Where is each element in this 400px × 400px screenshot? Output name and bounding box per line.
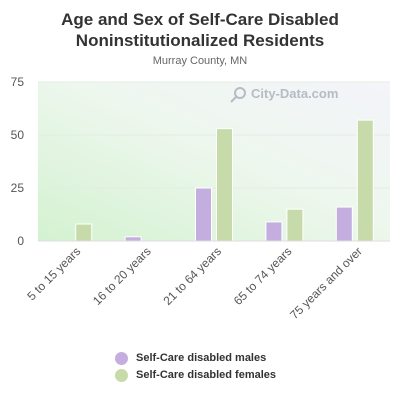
plot-area xyxy=(38,82,390,241)
x-tick-label: 75 years and over xyxy=(287,244,365,322)
x-tick-label: 5 to 15 years xyxy=(24,244,83,303)
legend-swatch-males xyxy=(115,351,128,365)
y-axis: 0 25 50 75 xyxy=(11,75,25,248)
y-tick-label: 75 xyxy=(11,75,25,89)
x-tick-label: 21 to 64 years xyxy=(160,244,224,308)
bar-males xyxy=(265,221,283,242)
chart-title-line-2: Noninstitutionalized Residents xyxy=(75,31,325,50)
legend: Self-Care disabled males Self-Care disab… xyxy=(115,350,276,384)
bar-females xyxy=(75,223,93,242)
x-tick-label: 65 to 74 years xyxy=(231,244,295,308)
x-axis: 5 to 15 years 16 to 20 years 21 to 64 year… xyxy=(24,244,365,322)
bar-males xyxy=(335,206,353,242)
chart-subtitle: Murray County, MN xyxy=(152,55,248,67)
chart-title-line-1: Age and Sex of Self-Care Disabled xyxy=(61,10,339,29)
watermark: City-Data.com xyxy=(230,86,338,103)
gridlines xyxy=(38,81,390,189)
y-tick-label: 0 xyxy=(17,234,24,248)
legend-item-males: Self-Care disabled males xyxy=(115,350,276,366)
chart-title: Age and Sex of Self-Care Disabled Nonins… xyxy=(0,9,400,51)
legend-item-females: Self-Care disabled females xyxy=(115,367,276,383)
watermark-text: City-Data.com xyxy=(251,86,338,101)
bars xyxy=(75,119,374,242)
legend-swatch-females xyxy=(115,368,128,382)
x-tick-label: 16 to 20 years xyxy=(90,244,154,308)
bar-females xyxy=(216,128,233,242)
bar-males xyxy=(124,236,142,242)
magnifier-icon xyxy=(234,87,246,99)
legend-label-males: Self-Care disabled males xyxy=(136,352,267,364)
bar-males xyxy=(195,187,212,242)
legend-label-females: Self-Care disabled females xyxy=(136,369,277,381)
y-tick-label: 50 xyxy=(11,128,25,142)
bar-females xyxy=(356,119,374,242)
y-tick-label: 25 xyxy=(11,181,25,195)
bar-females xyxy=(286,208,304,242)
